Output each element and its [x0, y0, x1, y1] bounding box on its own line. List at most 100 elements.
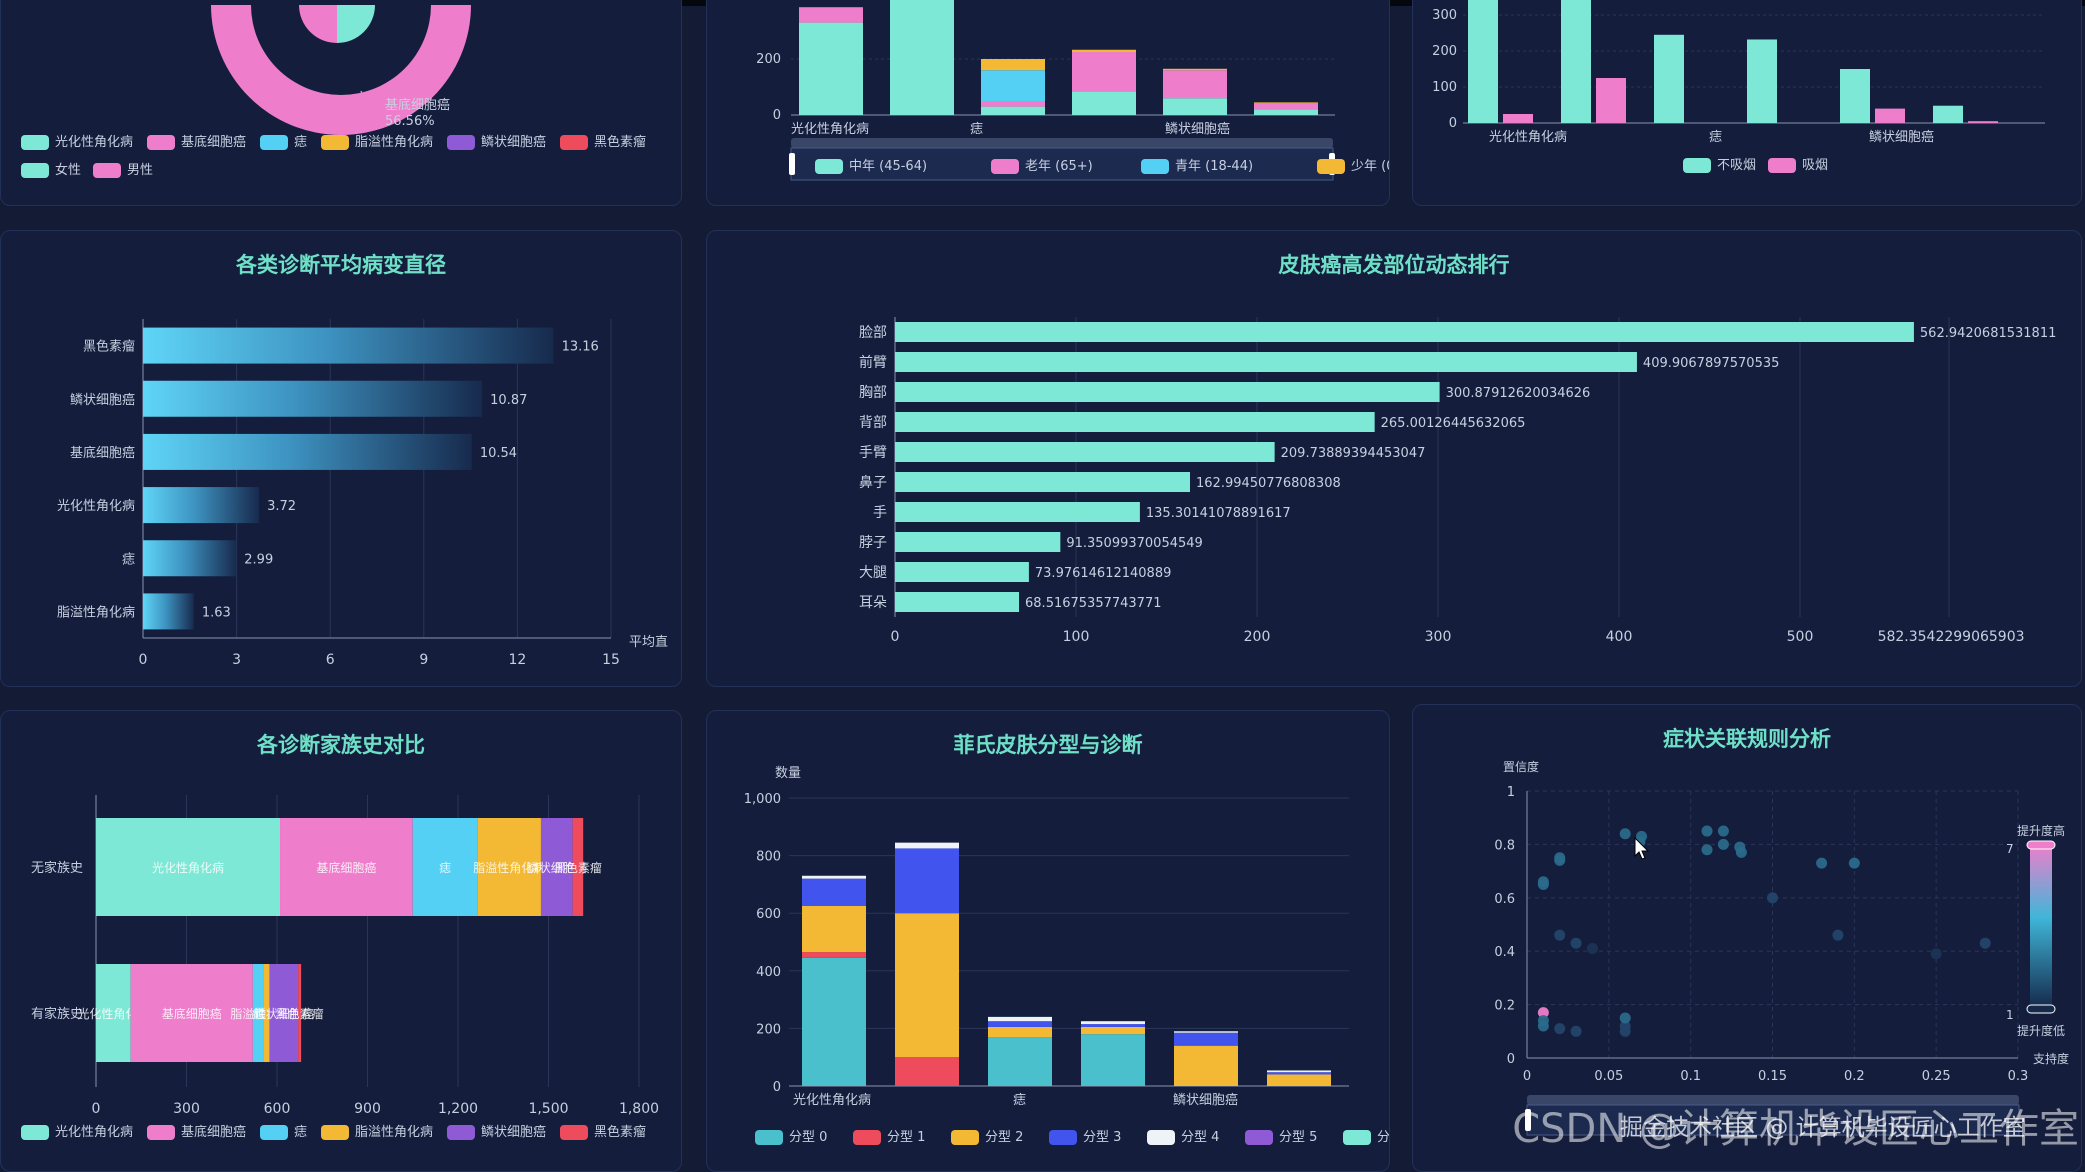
- rule-point[interactable]: [1717, 825, 1729, 837]
- visualmap-handle-top[interactable]: [2026, 840, 2056, 850]
- site-bar: [895, 322, 1914, 342]
- rule-point[interactable]: [1979, 937, 1991, 949]
- legend-label: 少年 (0-17): [1351, 159, 1389, 174]
- legend-item[interactable]: 分型 4: [1147, 1130, 1219, 1145]
- legend-item[interactable]: 吸烟: [1768, 158, 1828, 173]
- skin-bar-segment: [802, 875, 866, 879]
- legend-swatch: [93, 163, 121, 178]
- legend-item[interactable]: 鳞状细胞癌: [447, 134, 546, 150]
- value-label: 13.16: [562, 340, 599, 355]
- legend-item[interactable]: 脂溢性角化病: [321, 1125, 433, 1140]
- legend-label: 分型 2: [985, 1130, 1023, 1145]
- legend-swatch: [755, 1130, 783, 1145]
- value-label: 162.99450776808308: [1196, 476, 1341, 491]
- smoke-bar-nonsmoker: [1933, 105, 1963, 123]
- legend-item[interactable]: 黑色素瘤: [560, 1124, 646, 1140]
- watermark-main: CSDN @计算机毕设匠心工作室: [1512, 1106, 2079, 1152]
- rule-point[interactable]: [1570, 937, 1582, 949]
- legend-item[interactable]: 不吸烟: [1683, 158, 1756, 173]
- rule-point[interactable]: [1848, 857, 1860, 869]
- rule-point[interactable]: [1586, 943, 1598, 955]
- legend-item[interactable]: 少年 (0-17): [1317, 159, 1389, 174]
- donut-inner-pink: [299, 5, 337, 43]
- legend-item[interactable]: 分型 3: [1049, 1130, 1121, 1145]
- rule-point[interactable]: [1930, 948, 1942, 960]
- age-bar-segment: [1163, 70, 1227, 99]
- legend-item[interactable]: 分型 6: [1343, 1130, 1389, 1145]
- rule-point[interactable]: [1554, 854, 1566, 866]
- legend-swatch: [1141, 159, 1169, 174]
- legend-swatch: [321, 135, 349, 150]
- y-tick-label: 0.2: [1494, 999, 1515, 1014]
- rule-point[interactable]: [1701, 844, 1713, 856]
- legend-item[interactable]: 光化性角化病: [21, 135, 133, 150]
- y-tick-label: 0: [773, 1080, 781, 1095]
- legend-item[interactable]: 老年 (65+): [991, 159, 1093, 174]
- age-bar-segment: [1254, 102, 1318, 104]
- x-tick-label: 15: [602, 652, 620, 668]
- legend-item[interactable]: 基底细胞癌: [147, 1124, 246, 1140]
- x-tick-label: 光化性角化病: [1489, 130, 1567, 145]
- rule-point[interactable]: [1537, 878, 1549, 890]
- rule-point[interactable]: [1816, 857, 1828, 869]
- watermark-secondary: 掘金技术社区 @ 计算机毕设匠心工作室: [1620, 1115, 2026, 1141]
- age-bar-segment: [1163, 68, 1227, 71]
- legend-swatch: [1683, 158, 1711, 173]
- y-tick-label: 300: [1432, 8, 1457, 23]
- legend-item[interactable]: 痣: [260, 1124, 307, 1140]
- legend-item[interactable]: 分型 1: [853, 1130, 925, 1145]
- rule-point[interactable]: [1619, 1025, 1631, 1037]
- legend-item[interactable]: 光化性角化病: [21, 1125, 133, 1140]
- legend-label: 分型 3: [1083, 1130, 1121, 1145]
- avg-diameter-chart: 0 3 6 9 12 15 平均直 黑色素瘤 13.16 鳞状细胞癌 10.87 基底细胞癌 10.54…: [57, 319, 668, 668]
- legend-item[interactable]: 男性: [93, 163, 153, 178]
- rule-point[interactable]: [1619, 1012, 1631, 1024]
- legend-item[interactable]: 鳞状细胞癌: [447, 1124, 546, 1140]
- legend-swatch: [147, 135, 175, 150]
- legend-item[interactable]: 分型 0: [755, 1130, 827, 1145]
- y-tick-label: 0.6: [1494, 892, 1515, 907]
- legend-item[interactable]: 脂溢性角化病: [321, 135, 433, 150]
- legend-swatch: [853, 1130, 881, 1145]
- panel-gender-diagnosis: 基底细胞癌 56.56% 光化性角化病 基底细胞癌痣脂溢性角化病 鳞状细胞癌 黑色素瘤…: [0, 0, 682, 206]
- rule-point[interactable]: [1537, 1020, 1549, 1032]
- x-tick-label: 光化性角化病: [791, 122, 869, 137]
- legend-label: 分型 4: [1181, 1130, 1219, 1145]
- legend-item[interactable]: 分型 2: [951, 1130, 1023, 1145]
- rule-point[interactable]: [1717, 838, 1729, 850]
- x-tick-label: 200: [1244, 629, 1271, 645]
- rule-point[interactable]: [1735, 846, 1747, 858]
- visualmap-handle-bottom[interactable]: [2026, 1004, 2056, 1014]
- legend-item[interactable]: 痣: [260, 134, 307, 150]
- rule-point[interactable]: [1554, 929, 1566, 941]
- datazoom-handle-left[interactable]: [1525, 1109, 1531, 1131]
- rule-point[interactable]: [1701, 825, 1713, 837]
- rule-point[interactable]: [1619, 828, 1631, 840]
- legend-item[interactable]: 女性: [21, 162, 81, 178]
- rule-point[interactable]: [1832, 929, 1844, 941]
- legend-label: 脂溢性角化病: [355, 135, 433, 150]
- y-tick-label: 0: [773, 108, 781, 123]
- y-tick-label: 0.4: [1494, 945, 1515, 960]
- segment-label: 脂溢性角化病: [473, 860, 545, 875]
- rule-point[interactable]: [1554, 1023, 1566, 1035]
- legend-item[interactable]: 青年 (18-44): [1141, 159, 1253, 174]
- site-bar: [895, 412, 1375, 432]
- rule-point[interactable]: [1767, 892, 1778, 904]
- legend-item[interactable]: 分型 5: [1245, 1130, 1317, 1145]
- x-tick-label: 6: [326, 652, 335, 668]
- legend-item[interactable]: 中年 (45-64): [815, 159, 927, 174]
- x-tick-label: 痣: [1013, 1092, 1026, 1108]
- legend-item[interactable]: 基底细胞癌: [147, 134, 246, 150]
- skin-bar-segment: [988, 1026, 1052, 1038]
- rule-point[interactable]: [1570, 1025, 1582, 1037]
- rule-point[interactable]: [1537, 1007, 1549, 1019]
- value-label: 2.99: [244, 552, 273, 567]
- legend-item[interactable]: 黑色素瘤: [560, 134, 646, 150]
- panel-association-rules: 症状关联规则分析 0 0.05 0.1 0.15 0.2 0.25 0.3 0 0.2 0.4 0.…: [1412, 704, 2082, 1172]
- legend-label: 基底细胞癌: [181, 1124, 246, 1140]
- datazoom-handle-left[interactable]: [789, 153, 795, 175]
- age-bar-segment: [981, 59, 1045, 71]
